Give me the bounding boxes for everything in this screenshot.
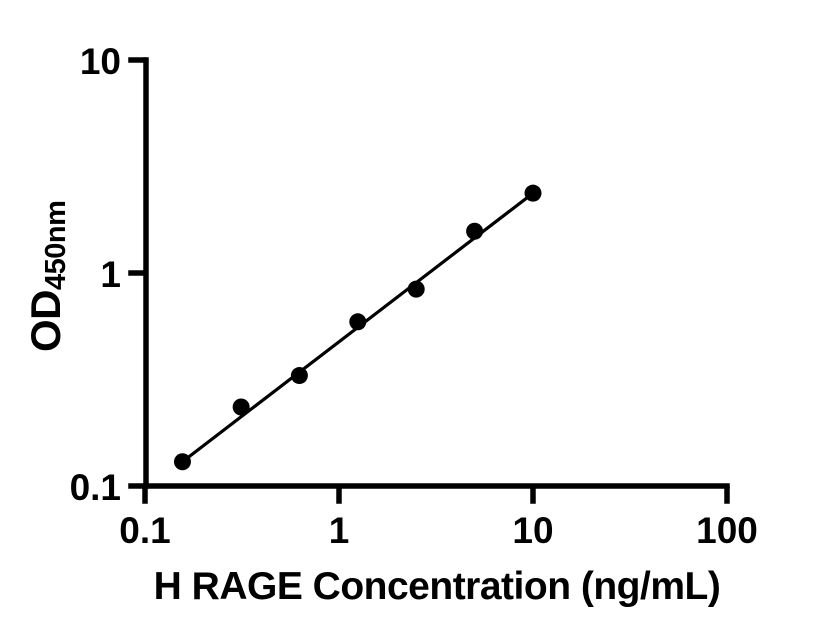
data-series — [173, 184, 542, 471]
x-tick-label: 0.1 — [119, 510, 170, 551]
y-tick-label: 0.1 — [70, 467, 121, 508]
data-point — [524, 184, 542, 202]
data-point — [173, 453, 191, 471]
data-point — [349, 313, 367, 331]
y-tick-label: 10 — [80, 41, 121, 82]
axes: 0.1 1 10 0.1 1 10 100 — [70, 41, 758, 551]
x-tick-label: 100 — [696, 510, 758, 551]
data-point — [407, 280, 425, 298]
data-point — [290, 367, 308, 385]
axis-labels: H RAGE Concentration (ng/mL) OD450nm — [22, 201, 721, 608]
y-axis-title: OD450nm — [22, 201, 72, 352]
data-point — [232, 398, 250, 416]
x-tick-label: 10 — [512, 510, 553, 551]
data-point — [466, 222, 484, 240]
x-axis-title: H RAGE Concentration (ng/mL) — [154, 565, 721, 608]
x-tick-label: 1 — [329, 510, 350, 551]
y-tick-label: 1 — [100, 254, 121, 295]
